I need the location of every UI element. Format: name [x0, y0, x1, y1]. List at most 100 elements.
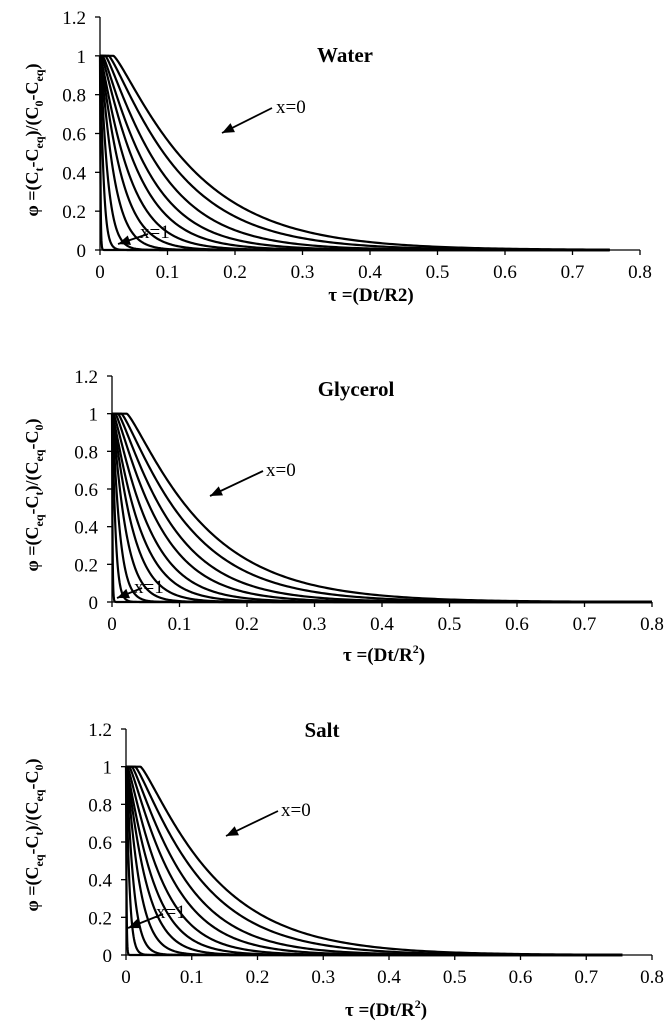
annotation-arrow-bottom: [116, 587, 143, 599]
ylabel-sub: eq: [32, 789, 46, 801]
series-curves: [110, 412, 652, 604]
x-tick-label: 0.5: [426, 262, 450, 283]
ylabel-part: -C: [22, 149, 42, 168]
y-tick-label: 0.4: [88, 871, 112, 892]
series-line-x0: [100, 54, 610, 251]
y-tick-labels: 0 0.2 0.4 0.6 0.8 1 1.2: [62, 8, 86, 262]
annotation-top: x=0: [276, 97, 306, 118]
chart-salt: Salt 0 0.1 0.2 0.3 0.4 0.5 0.6 0.7 0.8 0 0.2 0.4 0.…: [0, 690, 666, 1027]
y-tick-label: 0.2: [74, 555, 98, 576]
ylabel-part: φ =(C: [22, 172, 43, 217]
series-line-x0_6: [110, 412, 652, 604]
axes: [107, 375, 653, 607]
annotation-bottom: x=1: [134, 577, 164, 598]
x-tick-label: 0.6: [509, 967, 533, 988]
ylabel-sub: eq: [32, 136, 46, 148]
axes: [121, 728, 653, 960]
ylabel-part: ): [22, 759, 43, 765]
ylabel-sub: 0: [32, 765, 46, 771]
y-axis-label: φ =(Ceq-Ct)/(Ceq-C0): [22, 759, 46, 912]
ylabel-sub: 0: [32, 101, 46, 107]
y-tick-label: 0.2: [62, 202, 86, 223]
xlabel-part: τ =(Dt/R: [345, 1000, 415, 1021]
x-tick-label: 0: [95, 262, 105, 283]
ylabel-part: )/(C: [22, 462, 43, 492]
y-tick-label: 0: [89, 593, 99, 614]
xlabel-sup: 2: [415, 997, 421, 1011]
annotation-top: x=0: [281, 800, 311, 821]
series-line-x0_4: [112, 412, 652, 604]
y-tick-label: 1: [77, 47, 87, 68]
x-tick-label: 0.1: [168, 614, 192, 635]
chart-glycerol-svg: Glycerol 0 0.1 0.2 0.3 0.4 0.5 0.6 0.7 0.8 00.20…: [22, 367, 664, 666]
x-axis-label: τ =(Dt/R2): [328, 285, 414, 306]
annotation-arrow-bottom: [127, 913, 164, 929]
x-tick-label: 0.7: [561, 262, 585, 283]
y-tick-label: 0.4: [74, 518, 98, 539]
ylabel-sub: eq: [32, 69, 46, 81]
x-tick-label: 0.5: [438, 614, 462, 635]
x-tick-label: 0.1: [156, 262, 180, 283]
annotation-bottom: x=1: [156, 902, 186, 923]
x-tick-label: 0.2: [246, 967, 270, 988]
xlabel-part: ): [421, 1000, 427, 1021]
x-tick-label: 0.8: [640, 614, 664, 635]
x-axis-label: τ =(Dt/R2): [343, 642, 425, 666]
series-line-x0_9: [110, 413, 652, 604]
annotation-arrow-bottom: [117, 233, 149, 245]
ylabel-part: -C: [22, 496, 42, 515]
x-tick-label: 0.7: [573, 614, 597, 635]
x-tick-labels: 0 0.1 0.2 0.3 0.4 0.5 0.6 0.7 0.8: [95, 262, 652, 283]
ylabel-part: φ =(C: [22, 527, 43, 572]
y-tick-label: 1.2: [74, 367, 98, 388]
xlabel-part: ): [419, 645, 425, 666]
chart-water-svg: Water 0 0.1 0.2 0.3 0.4 0.5 0.6 0.7 0.8 00.20.40…: [22, 8, 652, 306]
xlabel-part: τ =(Dt/R: [343, 645, 413, 666]
series-line-x0: [126, 765, 623, 956]
chart-title: Water: [317, 43, 373, 67]
series-curves: [98, 54, 610, 252]
ylabel-sub: t: [32, 492, 46, 496]
y-tick-labels: 0 0.2 0.4 0.6 0.8 1 1.2: [74, 367, 98, 614]
series-line-x0_3: [112, 412, 652, 604]
x-tick-label: 0.5: [443, 967, 467, 988]
x-tick-label: 0.2: [235, 614, 259, 635]
y-tick-label: 1: [89, 405, 99, 426]
ylabel-sub: eq: [32, 514, 46, 526]
annotation-top: x=0: [266, 460, 296, 481]
x-tick-labels: 0 0.1 0.2 0.3 0.4 0.5 0.6 0.7 0.8: [107, 614, 664, 635]
y-tick-label: 0.8: [74, 442, 98, 463]
x-axis-label: τ =(Dt/R2): [345, 997, 427, 1021]
y-tick-label: 1.2: [62, 8, 86, 29]
x-tick-label: 0.7: [574, 967, 598, 988]
y-tick-label: 0: [77, 241, 87, 262]
y-tick-label: 0: [103, 946, 113, 967]
y-tick-label: 0.6: [74, 480, 98, 501]
y-tick-label: 1: [103, 758, 113, 779]
chart-title: Salt: [304, 718, 339, 742]
chart-glycerol: Glycerol 0 0.1 0.2 0.3 0.4 0.5 0.6 0.7 0.8 0 0.2 0…: [0, 340, 666, 690]
x-tick-label: 0.4: [377, 967, 401, 988]
xlabel-sup: 2: [413, 642, 419, 656]
x-tick-label: 0.2: [223, 262, 247, 283]
y-tick-labels: 0 0.2 0.4 0.6 0.8 1 1.2: [88, 720, 112, 967]
ylabel-sub: eq: [32, 449, 46, 461]
series-curves: [124, 765, 623, 957]
x-tick-label: 0: [107, 614, 117, 635]
ylabel-sub: 0: [32, 425, 46, 431]
y-tick-label: 0.2: [88, 908, 112, 929]
x-tick-label: 0.8: [640, 967, 664, 988]
series-line-x0: [112, 412, 652, 603]
ylabel-part: )/(C: [22, 107, 43, 137]
x-tick-label: 0: [121, 967, 131, 988]
x-tick-label: 0.6: [505, 614, 529, 635]
ylabel-sub: t: [32, 168, 46, 172]
y-tick-label: 1.2: [88, 720, 112, 741]
x-tick-label: 0.3: [311, 967, 335, 988]
series-line-x0_8: [110, 413, 652, 604]
series-line-x0_1: [112, 412, 652, 604]
annotation-bottom: x=1: [140, 222, 170, 243]
axes: [95, 16, 641, 255]
x-tick-label: 0.1: [180, 967, 204, 988]
